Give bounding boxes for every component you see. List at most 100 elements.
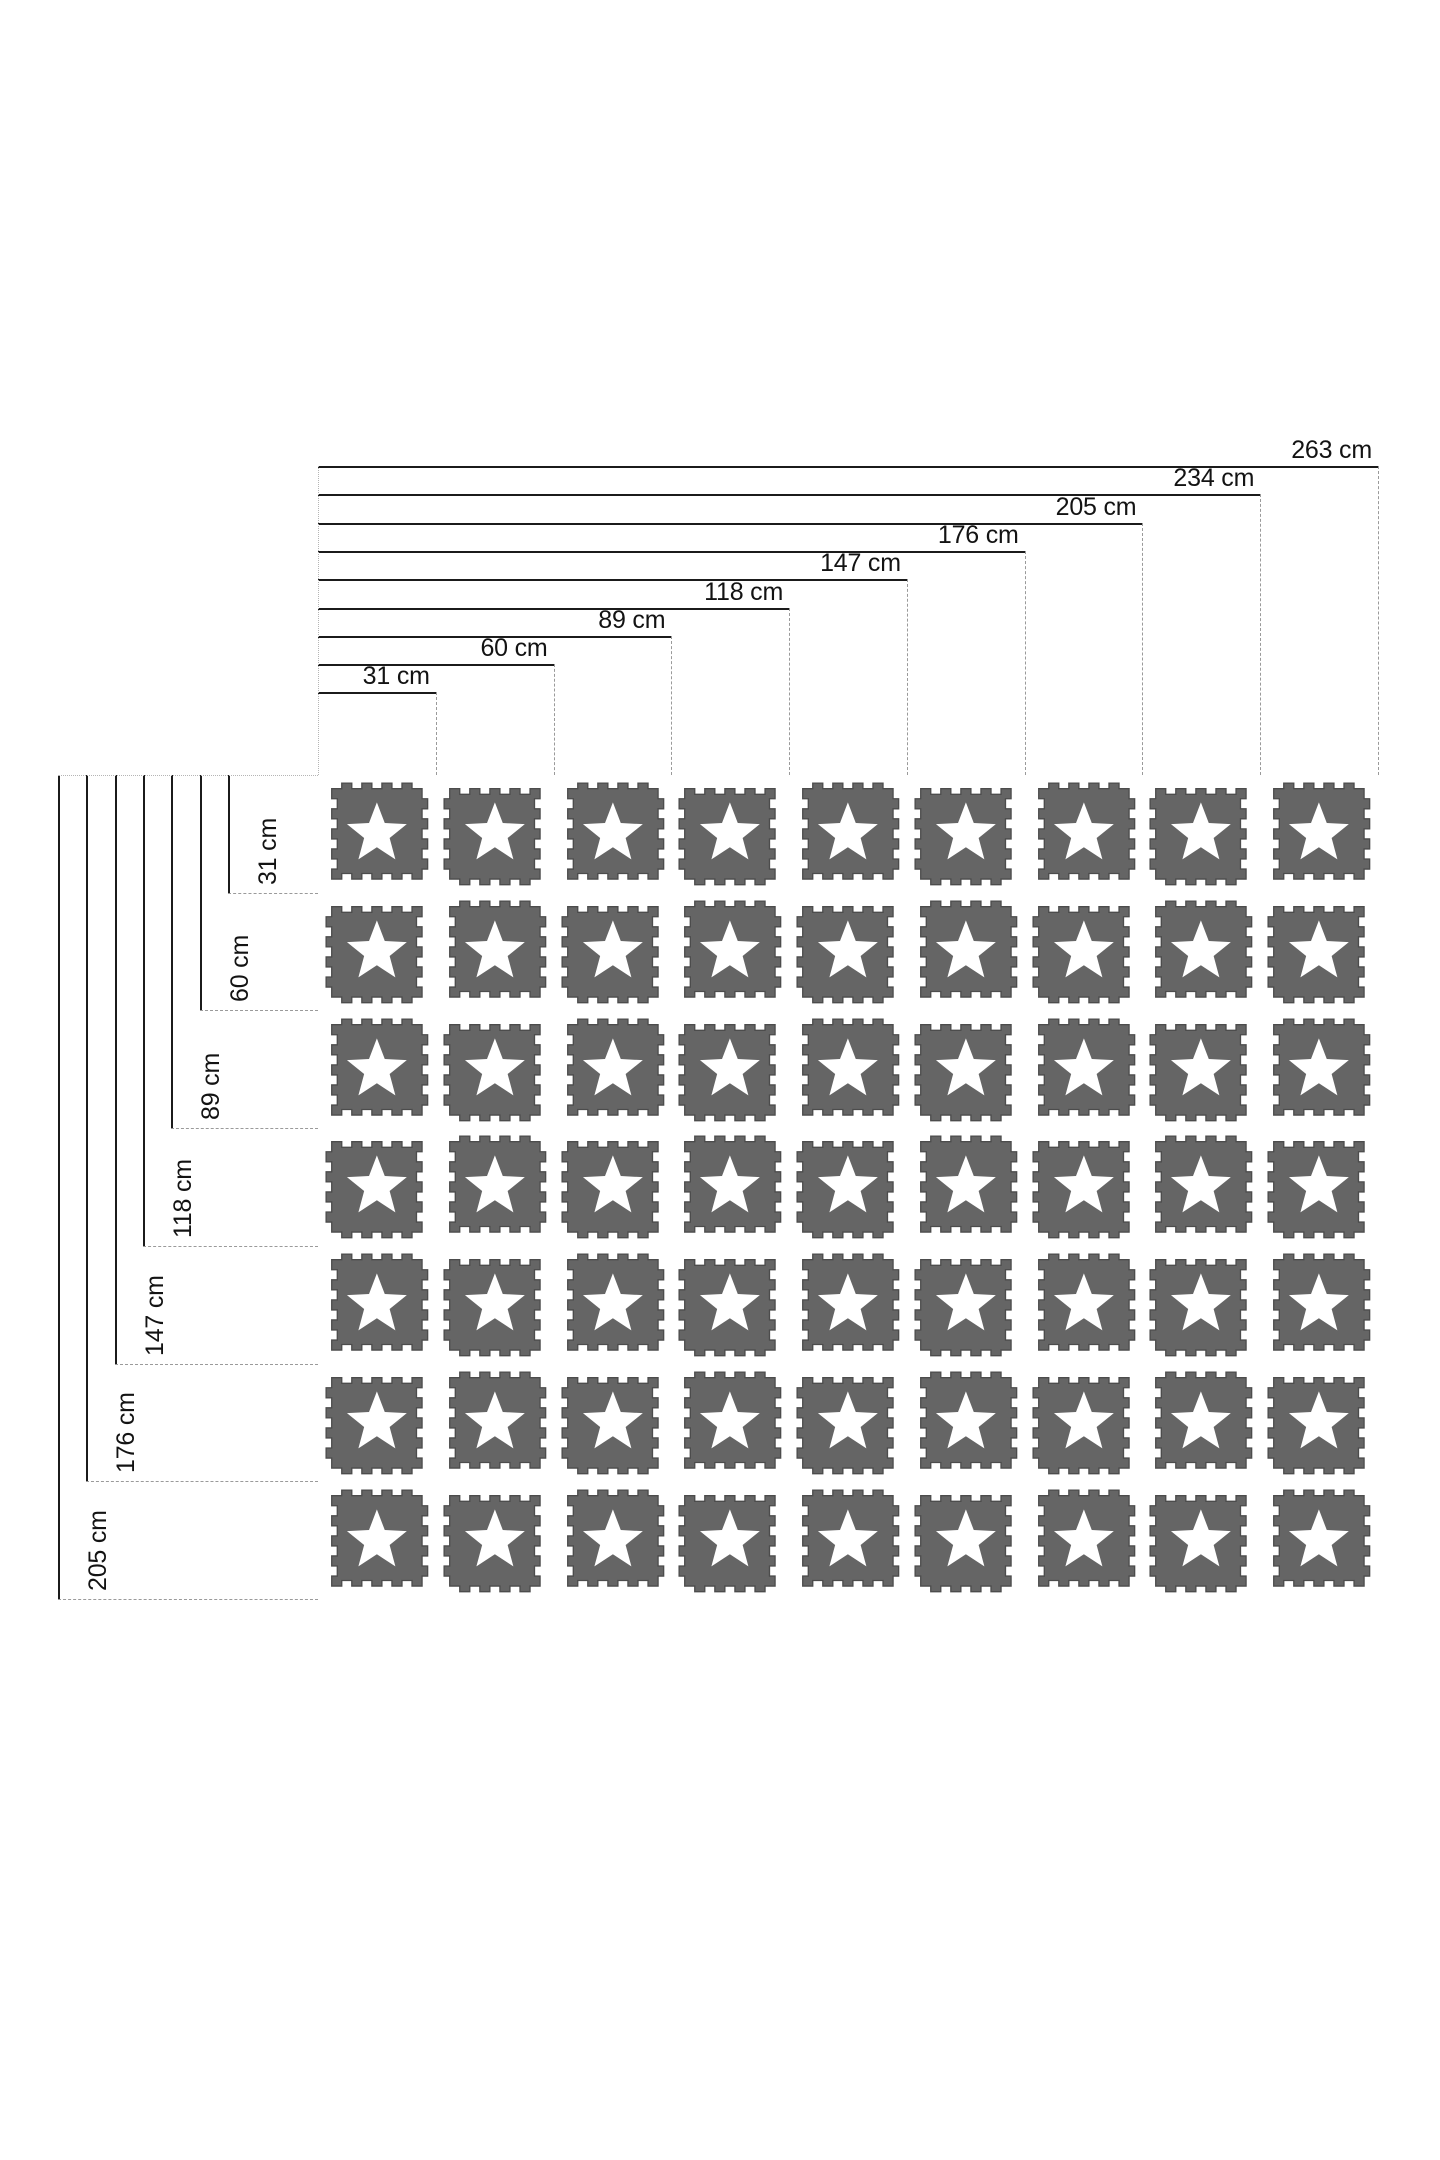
mat-tile bbox=[436, 1246, 554, 1364]
mat-tile bbox=[1260, 893, 1378, 1011]
mat-tile bbox=[1142, 1128, 1260, 1246]
mat-tile bbox=[907, 1011, 1025, 1129]
dimension-line-vertical bbox=[114, 775, 117, 1364]
mat-tile bbox=[671, 1364, 789, 1482]
mat-tile bbox=[554, 1364, 672, 1482]
dimension-label-horizontal: 147 cm bbox=[820, 549, 901, 578]
extension-line-vertical bbox=[1260, 494, 1262, 775]
extension-line-vertical bbox=[435, 692, 437, 775]
dimension-line-vertical bbox=[142, 775, 145, 1246]
dimension-label-vertical: 31 cm bbox=[253, 817, 282, 885]
dimension-label-horizontal: 205 cm bbox=[1055, 492, 1137, 521]
mat-tile bbox=[318, 893, 436, 1011]
mat-tile bbox=[1025, 893, 1143, 1011]
mat-tile bbox=[318, 1128, 436, 1246]
mat-tile bbox=[789, 1246, 907, 1364]
extension-line-vertical bbox=[1378, 466, 1379, 775]
extension-line-vertical bbox=[789, 607, 791, 775]
mat-tile bbox=[907, 775, 1025, 893]
dimension-line-horizontal bbox=[318, 579, 907, 582]
extension-line-vertical bbox=[671, 635, 673, 775]
dimension-line-vertical bbox=[58, 775, 60, 1599]
mat-tile bbox=[318, 1482, 436, 1600]
extension-line-origin-horizontal bbox=[58, 775, 318, 776]
mat-tile bbox=[436, 893, 554, 1011]
dimension-line-vertical bbox=[199, 775, 202, 1011]
dimension-label-vertical: 147 cm bbox=[140, 1274, 169, 1356]
dimension-label-horizontal: 263 cm bbox=[1291, 436, 1372, 464]
extension-line-vertical bbox=[906, 579, 908, 775]
mat-tile bbox=[907, 1128, 1025, 1246]
dimension-label-vertical: 89 cm bbox=[197, 1053, 226, 1121]
mat-tile bbox=[1260, 1128, 1378, 1246]
mat-tile bbox=[1142, 1364, 1260, 1482]
mat-tile bbox=[789, 1128, 907, 1246]
dimension-line-horizontal bbox=[318, 466, 1378, 468]
mat-tile bbox=[1260, 1482, 1378, 1600]
mat-tile bbox=[554, 1128, 672, 1246]
dimension-label-horizontal: 234 cm bbox=[1173, 464, 1255, 493]
mat-tile bbox=[1025, 1128, 1143, 1246]
mat-tile bbox=[907, 1482, 1025, 1600]
mat-tile bbox=[789, 1482, 907, 1600]
mat-tile bbox=[1025, 775, 1143, 893]
mat-tile bbox=[554, 1011, 672, 1129]
mat-tile bbox=[671, 1128, 789, 1246]
extension-line-vertical bbox=[553, 664, 555, 775]
mat-tile-grid bbox=[318, 775, 1378, 1599]
mat-tile bbox=[671, 893, 789, 1011]
dimension-label-vertical: 118 cm bbox=[168, 1158, 197, 1238]
mat-tile bbox=[1025, 1246, 1143, 1364]
mat-tile bbox=[436, 1482, 554, 1600]
mat-tile bbox=[1260, 1364, 1378, 1482]
dimension-label-vertical: 176 cm bbox=[112, 1392, 141, 1474]
extension-line-horizontal bbox=[114, 1363, 318, 1365]
mat-tile bbox=[436, 1128, 554, 1246]
extension-line-horizontal bbox=[58, 1599, 318, 1600]
dimension-label-vertical: 205 cm bbox=[84, 1510, 112, 1591]
mat-tile bbox=[671, 1011, 789, 1129]
mat-tile bbox=[1260, 775, 1378, 893]
mat-tile bbox=[436, 1364, 554, 1482]
mat-tile bbox=[1025, 1482, 1143, 1600]
mat-tile bbox=[907, 1364, 1025, 1482]
extension-line-horizontal bbox=[142, 1245, 318, 1247]
dimension-line-vertical bbox=[171, 775, 174, 1129]
mat-tile bbox=[1142, 893, 1260, 1011]
mat-tile bbox=[1142, 775, 1260, 893]
dimension-line-horizontal bbox=[318, 522, 1143, 525]
mat-tile bbox=[789, 1011, 907, 1129]
dimension-line-horizontal bbox=[318, 607, 790, 610]
mat-tile bbox=[1025, 1011, 1143, 1129]
extension-line-vertical bbox=[1142, 522, 1144, 775]
dimension-label-horizontal: 176 cm bbox=[937, 520, 1019, 549]
mat-tile bbox=[907, 1246, 1025, 1364]
mat-tile bbox=[554, 893, 672, 1011]
mat-tile bbox=[318, 1246, 436, 1364]
play-mat bbox=[318, 775, 1378, 1599]
mat-tile bbox=[554, 775, 672, 893]
mat-tile bbox=[1142, 1482, 1260, 1600]
mat-tile bbox=[436, 775, 554, 893]
dimension-line-horizontal bbox=[318, 550, 1025, 553]
dimension-line-vertical bbox=[86, 775, 89, 1482]
extension-line-horizontal bbox=[171, 1128, 318, 1130]
extension-line-vertical bbox=[1024, 550, 1026, 775]
dimension-label-horizontal: 31 cm bbox=[362, 662, 430, 691]
mat-tile bbox=[1025, 1364, 1143, 1482]
mat-tile bbox=[1260, 1246, 1378, 1364]
dimension-label-horizontal: 118 cm bbox=[704, 577, 784, 606]
mat-tile bbox=[789, 775, 907, 893]
dimension-label-vertical: 60 cm bbox=[225, 935, 254, 1003]
dimension-line-horizontal bbox=[318, 692, 436, 695]
dimension-line-horizontal bbox=[318, 635, 672, 638]
dimension-label-horizontal: 89 cm bbox=[598, 605, 666, 634]
extension-line-horizontal bbox=[227, 892, 318, 894]
mat-tile bbox=[318, 1011, 436, 1129]
mat-tile bbox=[907, 893, 1025, 1011]
mat-tile bbox=[671, 775, 789, 893]
extension-line-horizontal bbox=[86, 1481, 318, 1483]
dimension-line-vertical bbox=[227, 775, 230, 893]
mat-tile bbox=[436, 1011, 554, 1129]
